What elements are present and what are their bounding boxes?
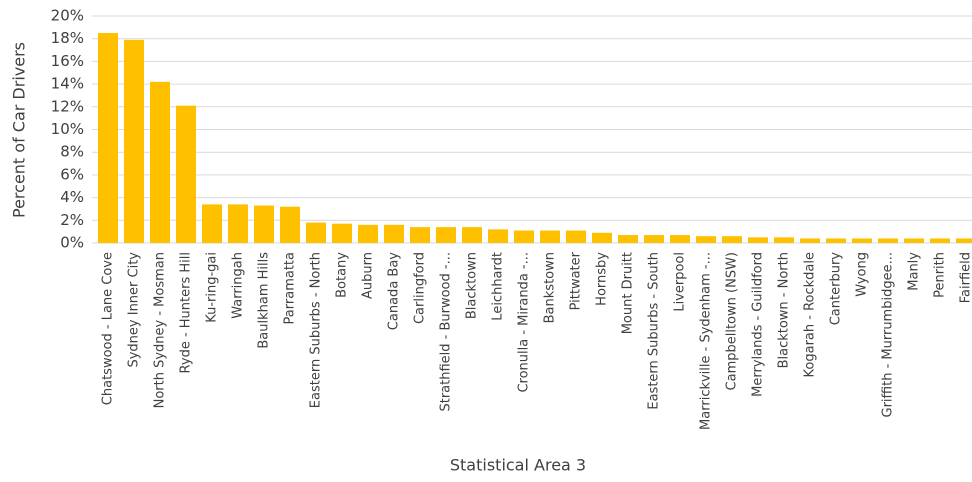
bar: [618, 235, 638, 243]
bar: [358, 224, 378, 243]
y-tick-label: 12%: [51, 97, 84, 115]
bar: [462, 227, 482, 243]
x-tick-label: Fairfield: [959, 252, 972, 303]
bar: [956, 238, 972, 243]
y-tick-label: 0%: [60, 234, 84, 252]
bar: [410, 227, 430, 243]
y-tick-label: 8%: [60, 143, 84, 161]
bar: [384, 224, 404, 243]
x-tick-label: Sydney Inner City: [127, 252, 142, 368]
x-tick-label: Griffith - Murrumbidgee...: [881, 252, 896, 417]
x-tick-label: Blacktown: [465, 252, 480, 319]
x-tick-label: Eastern Suburbs - South: [647, 252, 662, 410]
bar: [930, 238, 950, 243]
y-tick-label: 20%: [51, 7, 84, 25]
bar: [150, 81, 170, 243]
y-tick-label: 2%: [60, 211, 84, 229]
bar: [228, 204, 248, 243]
x-tick-label: Penrith: [933, 252, 948, 298]
y-tick-label: 16%: [51, 52, 84, 70]
x-tick-label: Parramatta: [283, 252, 298, 324]
bar: [280, 206, 300, 243]
bar: [852, 238, 872, 243]
x-tick-label: Marrickville - Sydenham -...: [699, 252, 714, 430]
x-tick-label: Warringah: [231, 252, 246, 319]
bar: [488, 229, 508, 243]
x-tick-label: Merrylands - Guildford: [751, 252, 766, 397]
bar: [306, 222, 326, 243]
x-axis-title: Statistical Area 3: [450, 456, 586, 475]
y-tick-label: 18%: [51, 29, 84, 47]
x-tick-label: Pittwater: [569, 251, 584, 310]
bar: [254, 205, 274, 243]
bar: [540, 230, 560, 243]
bar: [176, 105, 196, 243]
y-tick-label: 6%: [60, 165, 84, 183]
bar: [904, 238, 924, 243]
bar: [774, 237, 794, 243]
bar: [644, 235, 664, 243]
x-tick-label: Ku-ring-gai: [205, 252, 220, 323]
x-tick-label: Kogarah - Rockdale: [803, 252, 818, 377]
bar: [202, 204, 222, 243]
bar: [722, 236, 742, 243]
bar: [566, 230, 586, 243]
bar: [826, 238, 846, 243]
bar: [332, 223, 352, 243]
y-tick-label: 14%: [51, 75, 84, 93]
x-tick-label: Bankstown: [543, 252, 558, 323]
bar: [98, 33, 118, 244]
x-tick-label: Cronulla - Miranda -...: [517, 252, 532, 393]
bar: [124, 39, 144, 244]
x-tick-label: Manly: [907, 252, 922, 291]
y-axis-title: Percent of Car Drivers: [10, 42, 29, 218]
y-tick-label: 4%: [60, 188, 84, 206]
x-tick-label: Baulkham Hills: [257, 252, 272, 349]
x-tick-label: Strathfield - Burwood -...: [439, 252, 454, 412]
x-tick-label: North Sydney - Mosman: [153, 252, 168, 408]
bar: [800, 238, 820, 243]
x-tick-label: Campbelltown (NSW): [725, 252, 740, 390]
x-tick-label: Canterbury: [829, 252, 844, 326]
y-tick-label: 10%: [51, 120, 84, 138]
x-tick-label: Leichhardt: [491, 252, 506, 321]
x-tick-label: Hornsby: [595, 252, 610, 306]
x-tick-label: Wyong: [855, 252, 870, 297]
x-tick-label: Carlingford: [413, 252, 428, 324]
x-tick-label: Ryde - Hunters Hill: [179, 252, 194, 373]
x-tick-label: Botany: [335, 252, 350, 298]
bar: [696, 236, 716, 243]
x-tick-label: Blacktown - North: [777, 252, 792, 368]
bar: [748, 237, 768, 243]
x-tick-label: Canada Bay: [387, 252, 402, 330]
x-tick-label: Auburn: [361, 252, 376, 299]
bar: [878, 238, 898, 243]
bar: [514, 230, 534, 243]
x-tick-label: Eastern Suburbs - North: [309, 252, 324, 408]
bar: [436, 227, 456, 243]
x-tick-label: Chatswood - Lane Cove: [101, 252, 116, 405]
x-tick-label: Mount Druitt: [621, 252, 636, 334]
bar: [670, 235, 690, 243]
x-tick-label: Liverpool: [673, 252, 688, 312]
bar: [592, 232, 612, 243]
